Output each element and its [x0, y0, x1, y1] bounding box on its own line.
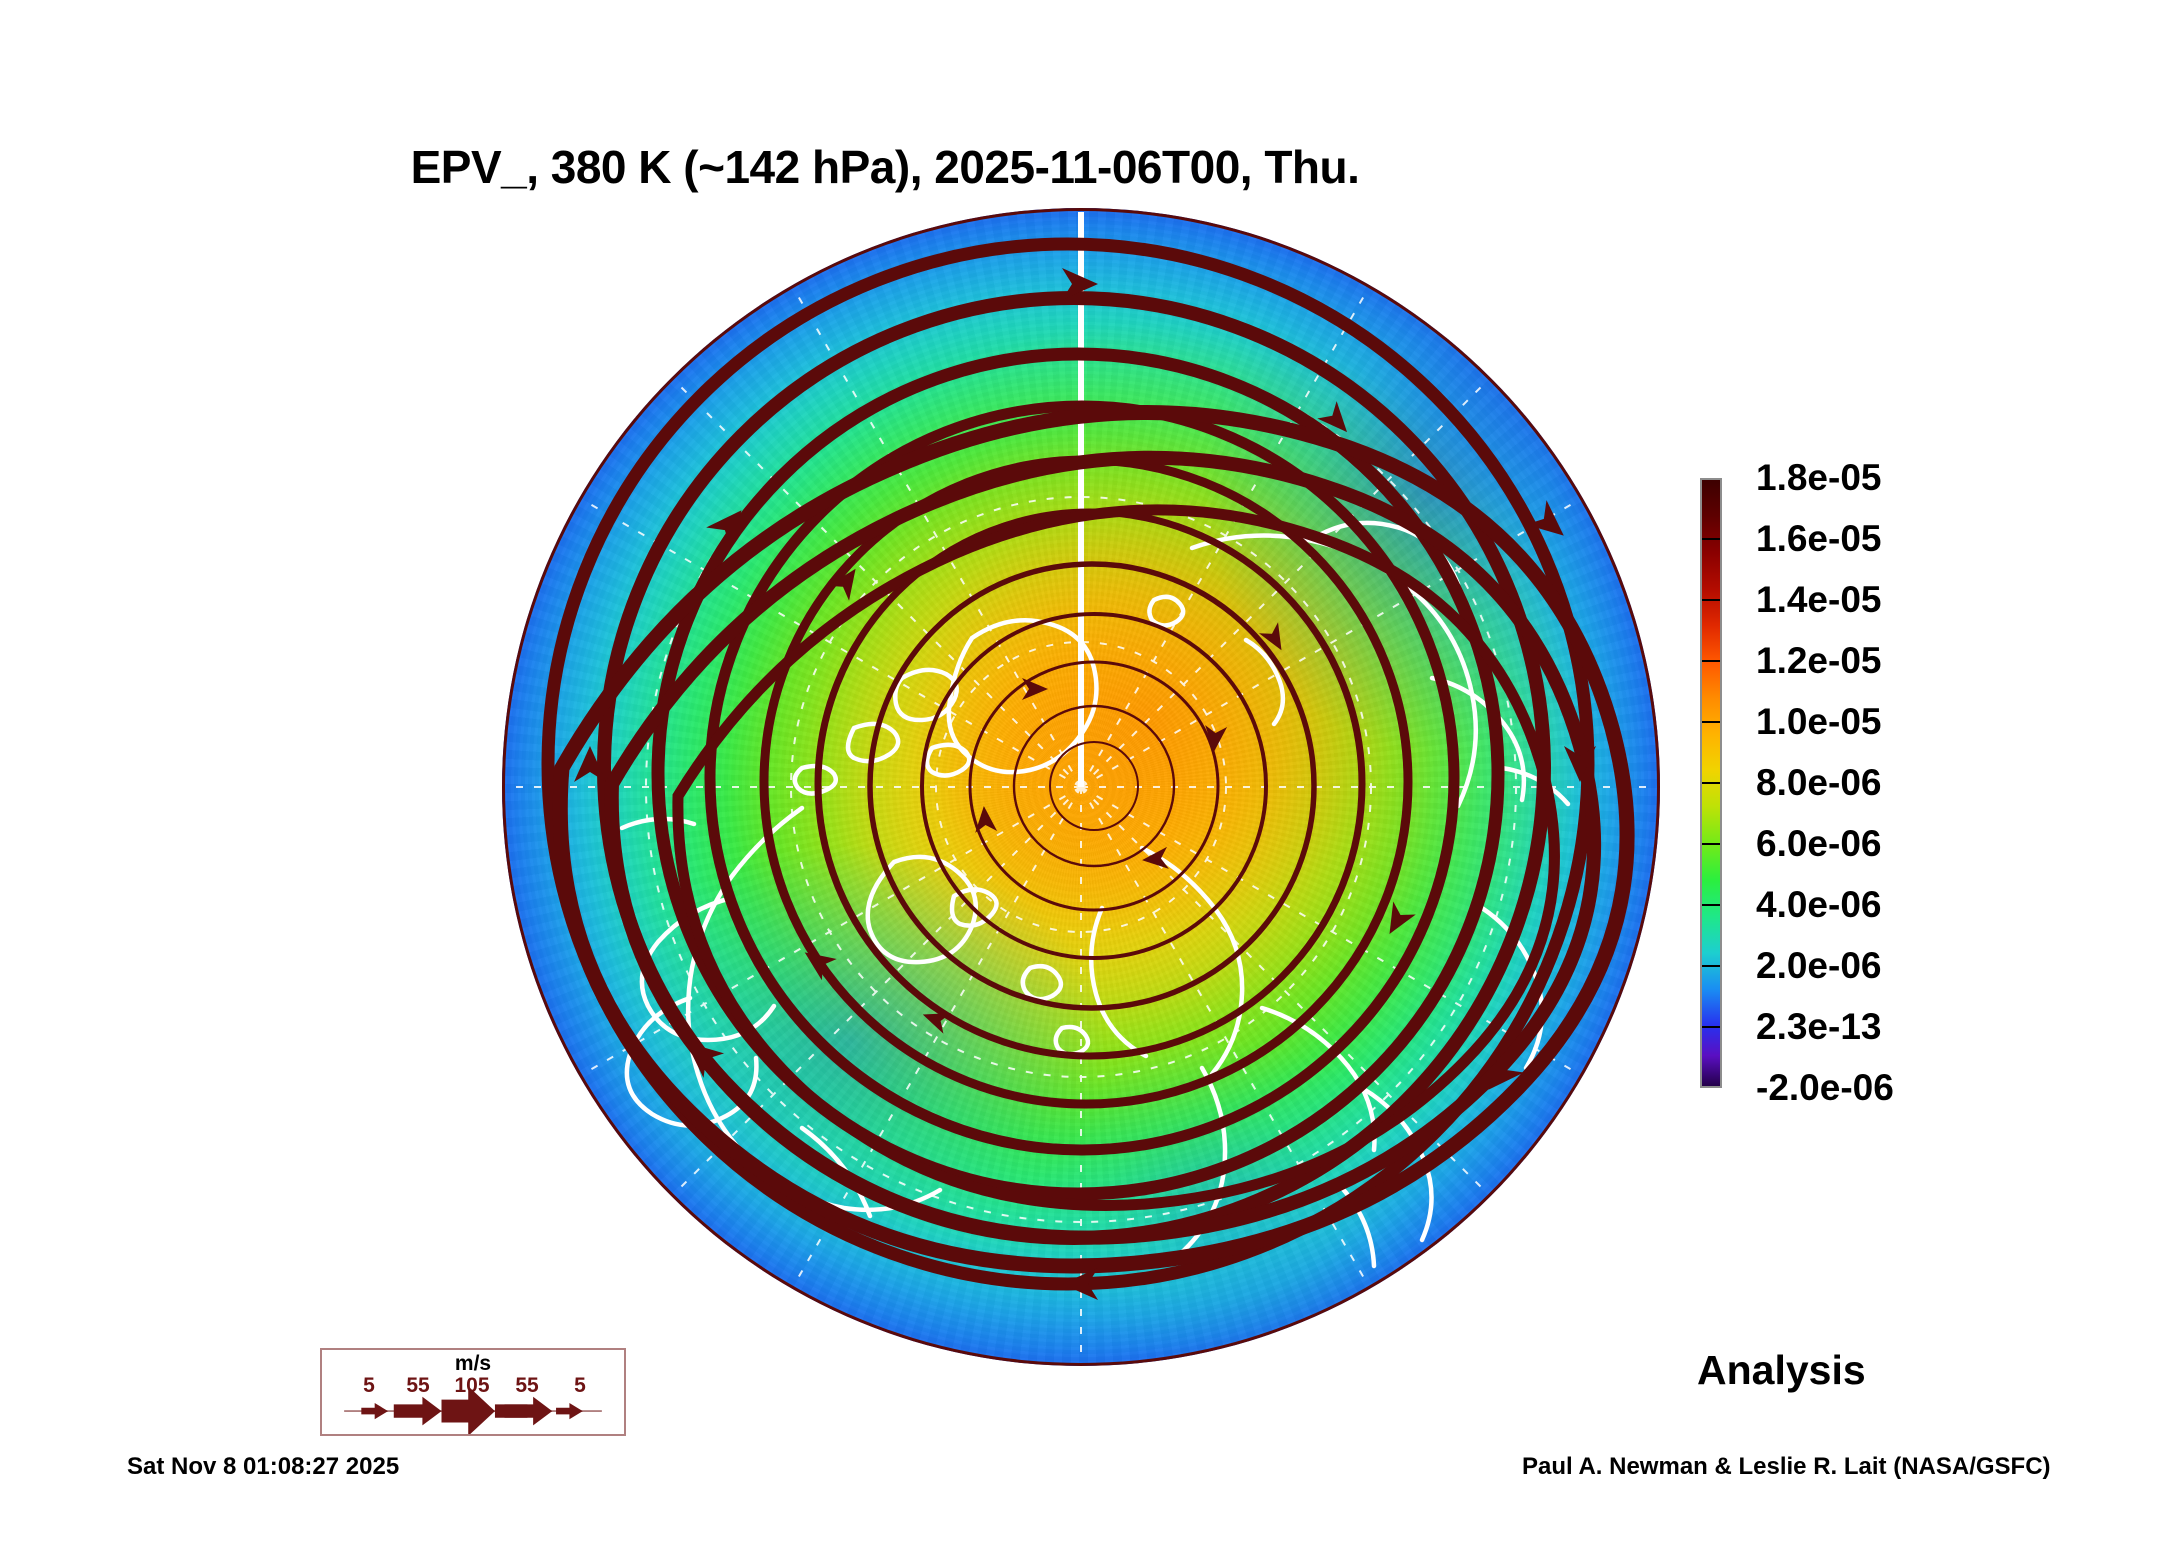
colorbar-tick-label: 1.6e-05	[1756, 518, 1882, 559]
colorbar-tick-label: 1.0e-05	[1756, 701, 1882, 742]
colorbar-tick-mark	[1702, 599, 1720, 601]
colorbar-tick-label: 4.0e-06	[1756, 884, 1882, 925]
colorbar-tick-label: 2.0e-06	[1756, 945, 1882, 986]
generation-timestamp: Sat Nov 8 01:08:27 2025	[127, 1453, 400, 1480]
colorbar-tick-label: -2.0e-06	[1756, 1067, 1894, 1108]
colorbar-tick-label: 2.3e-13	[1756, 1006, 1882, 1047]
wind-legend-value: 105	[454, 1374, 490, 1397]
wind-legend-arrows	[344, 1386, 602, 1434]
colorbar-tick-label: 1.2e-05	[1756, 640, 1882, 681]
wind-legend-value: 5	[363, 1374, 375, 1397]
colorbar-tick-mark	[1702, 538, 1720, 540]
page-title: EPV_, 380 K (~142 hPa), 2025-11-06T00, T…	[410, 141, 1360, 193]
wind-legend-unit-label: m/s	[454, 1352, 492, 1375]
colorbar-tick-mark	[1702, 843, 1720, 845]
analysis-label: Analysis	[1697, 1347, 1866, 1393]
author-credit: Paul A. Newman & Leslie R. Lait (NASA/GS…	[1522, 1453, 2051, 1480]
colorbar-tick-mark	[1702, 660, 1720, 662]
colorbar-tick-mark	[1702, 1026, 1720, 1028]
colorbar-tick-label: 1.4e-05	[1756, 579, 1882, 620]
streamline-layer	[541, 237, 1635, 1300]
colorbar-tick-mark	[1702, 782, 1720, 784]
wind-legend-value: 55	[515, 1374, 539, 1397]
colorbar[interactable]: 1.8e-05 1.6e-05 1.4e-05 1.2e-05 1.0e-05 8.0e-…	[1700, 457, 1950, 1108]
colorbar-tick-mark	[1702, 721, 1720, 723]
polar-map-panel[interactable]	[502, 208, 1660, 1366]
wind-legend-value: 55	[406, 1374, 430, 1397]
wind-legend-value: 5	[574, 1374, 586, 1397]
colorbar-tick-mark	[1702, 904, 1720, 906]
colorbar-tick-label: 1.8e-05	[1756, 457, 1882, 498]
colorbar-tick-label: 8.0e-06	[1756, 762, 1882, 803]
wind-speed-legend: m/s 5 55 105 55 5	[320, 1348, 626, 1436]
colorbar-tick-label: 6.0e-06	[1756, 823, 1882, 864]
colorbar-tick-mark	[1702, 965, 1720, 967]
graticule-layer	[506, 212, 1656, 1362]
map-disc	[502, 208, 1660, 1366]
